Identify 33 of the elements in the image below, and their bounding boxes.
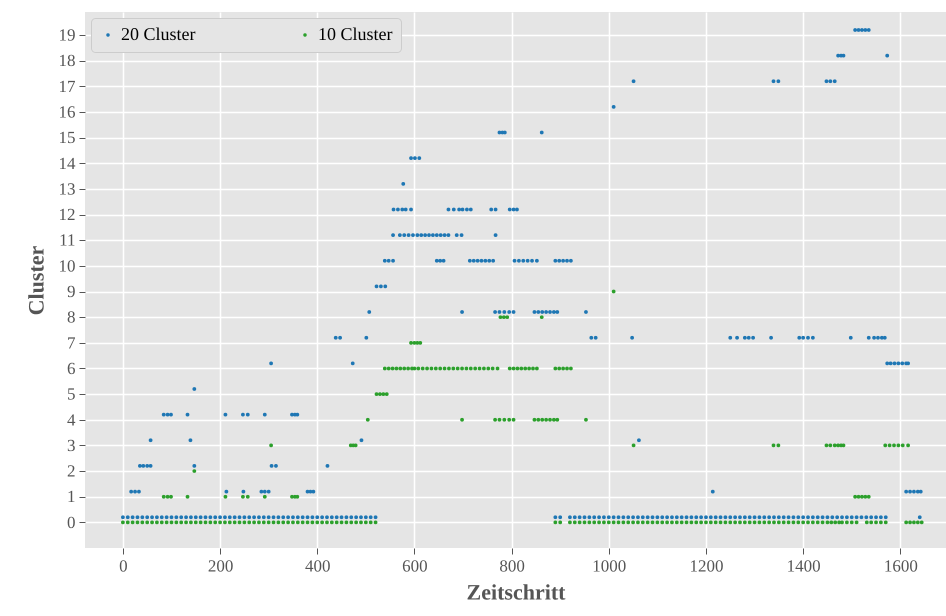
- x-tick-label: 1000: [592, 556, 626, 576]
- y-tick-label: 5: [67, 384, 76, 404]
- y-tick-label: 7: [67, 333, 76, 352]
- x-tick-label: 600: [402, 556, 428, 576]
- y-tick-label: 6: [67, 358, 76, 378]
- x-tick-label: 1600: [884, 556, 918, 576]
- legend-label: 10 Cluster: [318, 24, 392, 44]
- y-tick-label: 3: [67, 436, 76, 455]
- x-axis-title: Zeitschritt: [466, 580, 566, 604]
- legend-label: 20 Cluster: [121, 24, 196, 44]
- y-tick-label: 1: [67, 487, 76, 506]
- x-tick-label: 0: [119, 556, 128, 576]
- y-tick-label: 13: [58, 179, 76, 198]
- y-tick-label: 19: [58, 26, 76, 45]
- y-tick-label: 17: [58, 76, 76, 96]
- y-tick-label: 2: [67, 462, 76, 481]
- y-tick-label: 11: [59, 230, 76, 250]
- y-tick-label: 15: [58, 128, 76, 148]
- y-tick-label: 4: [67, 410, 76, 430]
- y-tick-label: 16: [58, 102, 76, 122]
- y-tick-label: 18: [58, 51, 76, 70]
- x-tick-label: 400: [305, 556, 331, 576]
- y-tick-label: 10: [58, 256, 76, 276]
- y-tick-label: 12: [58, 205, 76, 224]
- y-tick-label: 14: [58, 154, 76, 173]
- y-tick-label: 0: [67, 512, 76, 532]
- x-tick-label: 1200: [689, 556, 724, 576]
- x-tick-label: 1400: [786, 556, 821, 576]
- y-axis-title: Cluster: [24, 245, 48, 316]
- y-tick-label: 9: [67, 282, 76, 302]
- x-tick-label: 200: [208, 556, 234, 576]
- y-tick-label: 8: [67, 308, 76, 327]
- x-tick-label: 800: [499, 556, 525, 576]
